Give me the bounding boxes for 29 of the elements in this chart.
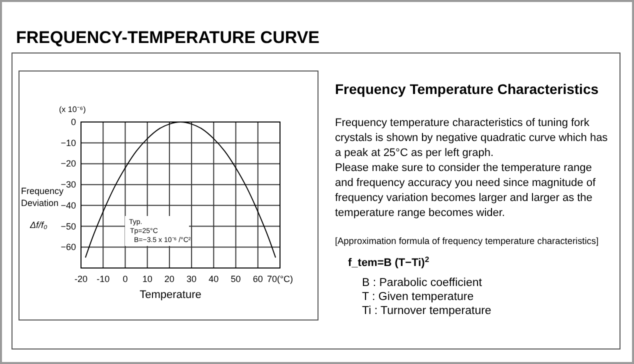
- text: Ti : Turnover temperature: [362, 305, 492, 317]
- y-tick-label: −20: [60, 158, 76, 169]
- x-tick-label: 70(°C): [266, 274, 294, 284]
- text: B : Parabolic coefficient: [362, 277, 483, 289]
- x-axis-title: Temperature: [140, 289, 202, 301]
- chart-title: FREQUENCY-TEMPERATURE CURVE: [16, 28, 320, 47]
- x-tick-label: 50: [230, 274, 241, 284]
- x-tick-label: -10: [96, 274, 110, 284]
- y-tick-label: −60: [60, 242, 76, 252]
- text: (x 10⁻⁶): [59, 105, 86, 114]
- x-tick-label: 20: [164, 274, 174, 284]
- y-tick-label: 0: [70, 117, 76, 127]
- x-tick-label: 0: [122, 274, 128, 284]
- x-tick-label: 10: [142, 274, 152, 284]
- x-tick-label: 30: [186, 274, 197, 284]
- text: Please make sure to consider the temperature range and frequency accuracy you need since magnitude of frequency variation becomes larger and larger as the temperature range becomes wider.: [335, 162, 596, 219]
- x-tick-label: 40: [208, 274, 219, 284]
- y-tick-label: −10: [60, 138, 76, 148]
- text: T : Given temperature: [362, 291, 474, 303]
- y-tick-label: −30: [60, 180, 76, 190]
- y-tick-label: −50: [60, 221, 76, 232]
- text: Δf/f₀: [29, 220, 48, 230]
- text: f_tem=B (T−Ti)$^{2}$: [348, 254, 430, 269]
- x-tick-label: -20: [74, 274, 88, 284]
- y-tick-label: −40: [60, 200, 76, 210]
- x-tick-label: 60: [252, 274, 263, 284]
- text: Frequency temperature characteristics of tuning fork crystals is shown by negative quadratic curve which has a peak at 25°C as per left graph.: [335, 117, 608, 159]
- text: [Approximation formula of frequency temperature characteristics]: [335, 236, 598, 246]
- text: Frequency Temperature Characteristics: [335, 81, 599, 97]
